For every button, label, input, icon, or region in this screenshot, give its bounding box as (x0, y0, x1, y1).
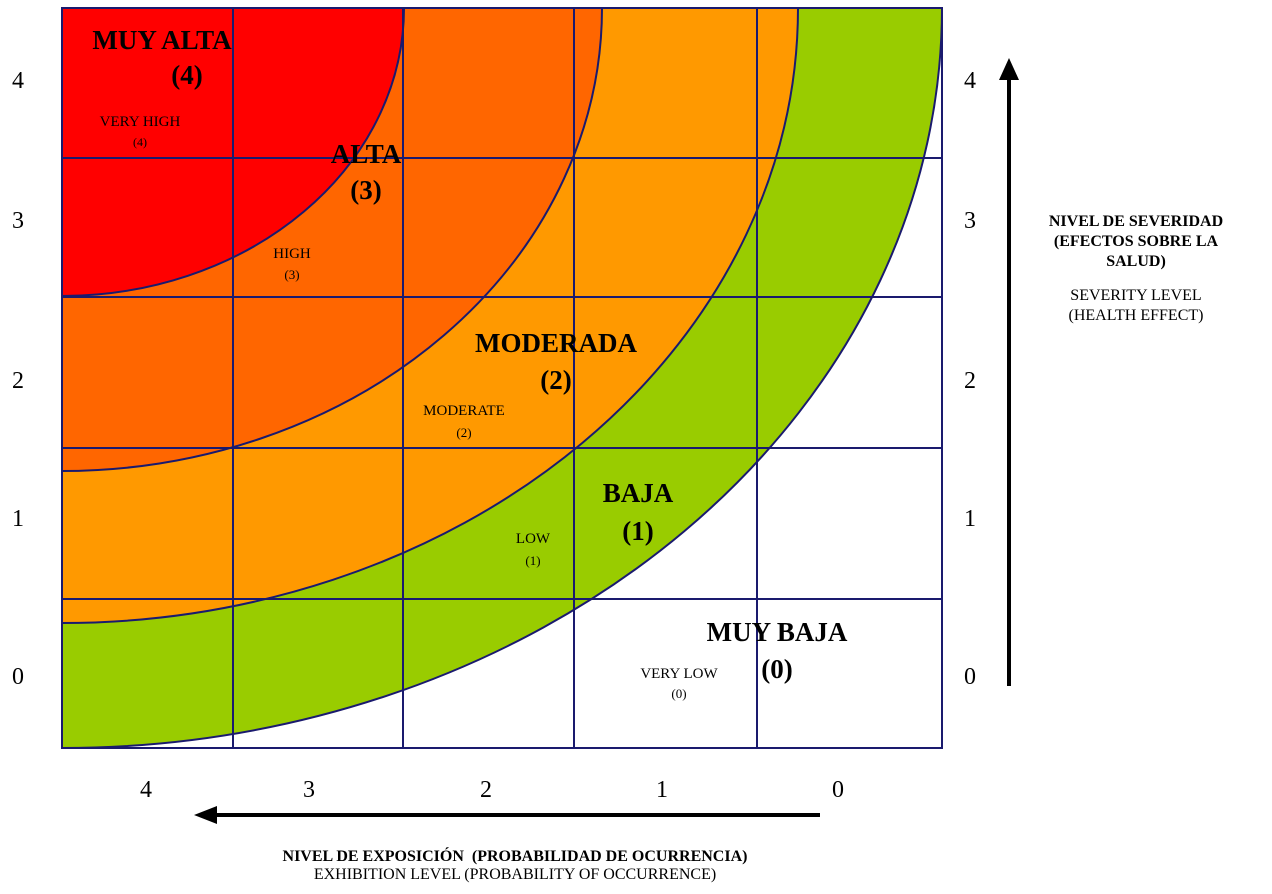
zone-level-very-low: (0) (761, 654, 792, 684)
zone-title-very-low: MUY BAJA (707, 617, 848, 647)
x-tick: 4 (140, 777, 152, 803)
severity-title-line2: (EFECTOS SOBRE LA (1053, 233, 1219, 250)
zone-labels: MUY ALTA (4) VERY HIGH (4) ALTA (3) HIGH… (92, 25, 848, 701)
zone-en-low: LOW (516, 531, 551, 547)
zone-en-very-high: VERY HIGH (100, 114, 181, 130)
zone-en-level-high: (3) (284, 267, 299, 282)
severity-axis-title: NIVEL DE SEVERIDAD (EFECTOS SOBRE LA SAL… (1002, 212, 1270, 326)
x-tick: 0 (832, 777, 844, 803)
zone-title-moderate: MODERADA (475, 328, 637, 358)
x-tick: 2 (480, 777, 492, 803)
grid-lines (61, 7, 943, 749)
zone-level-very-high: (4) (171, 60, 202, 90)
y-tick-left: 4 (12, 68, 24, 94)
x-axis-ticks: 4 3 2 1 0 (140, 777, 844, 803)
severity-title-line1: NIVEL DE SEVERIDAD (1048, 213, 1224, 230)
zone-title-high: ALTA (331, 139, 402, 169)
y-tick-right: 0 (964, 664, 976, 690)
y-tick-left: 0 (12, 664, 24, 690)
zone-en-level-low: (1) (525, 553, 540, 568)
zone-en-very-low: VERY LOW (640, 666, 718, 682)
y-tick-left: 2 (12, 368, 24, 394)
exposure-title-es: NIVEL DE EXPOSICIÓN (PROBABILIDAD DE OCU… (282, 848, 748, 865)
severity-title-en1: SEVERITY LEVEL (1070, 287, 1202, 304)
y-tick-left: 1 (12, 506, 24, 532)
y-tick-left: 3 (12, 208, 24, 234)
zone-level-high: (3) (350, 175, 381, 205)
y-axis-left-ticks: 4 3 2 1 0 (12, 68, 24, 690)
x-tick: 3 (303, 777, 315, 803)
zone-title-very-high: MUY ALTA (92, 25, 232, 55)
risk-zones (62, 8, 942, 748)
exposure-title-en: EXHIBITION LEVEL (PROBABILITY OF OCCURRE… (313, 865, 717, 883)
zone-en-level-moderate: (2) (456, 425, 471, 440)
severity-arrow-icon (999, 58, 1019, 686)
zone-en-moderate: MODERATE (423, 403, 505, 419)
y-axis-right-ticks: 4 3 2 1 0 (964, 68, 976, 690)
y-tick-right: 1 (964, 506, 976, 532)
severity-title-en2: (HEALTH EFFECT) (1068, 307, 1204, 324)
zone-en-level-very-high: (4) (133, 135, 147, 149)
zone-en-high: HIGH (273, 246, 311, 262)
severity-title-line3: SALUD) (1106, 253, 1166, 270)
zone-level-low: (1) (622, 516, 653, 546)
y-tick-right: 2 (964, 368, 976, 394)
exposure-axis-title: NIVEL DE EXPOSICIÓN (PROBABILIDAD DE OCU… (150, 848, 880, 884)
exposure-arrow-icon (194, 806, 820, 824)
zone-title-low: BAJA (603, 478, 674, 508)
x-tick: 1 (656, 777, 668, 803)
plot-frame (61, 7, 943, 749)
y-tick-right: 4 (964, 68, 976, 94)
y-tick-right: 3 (964, 208, 976, 234)
zone-en-level-very-low: (0) (671, 686, 686, 701)
zone-level-moderate: (2) (540, 365, 571, 395)
